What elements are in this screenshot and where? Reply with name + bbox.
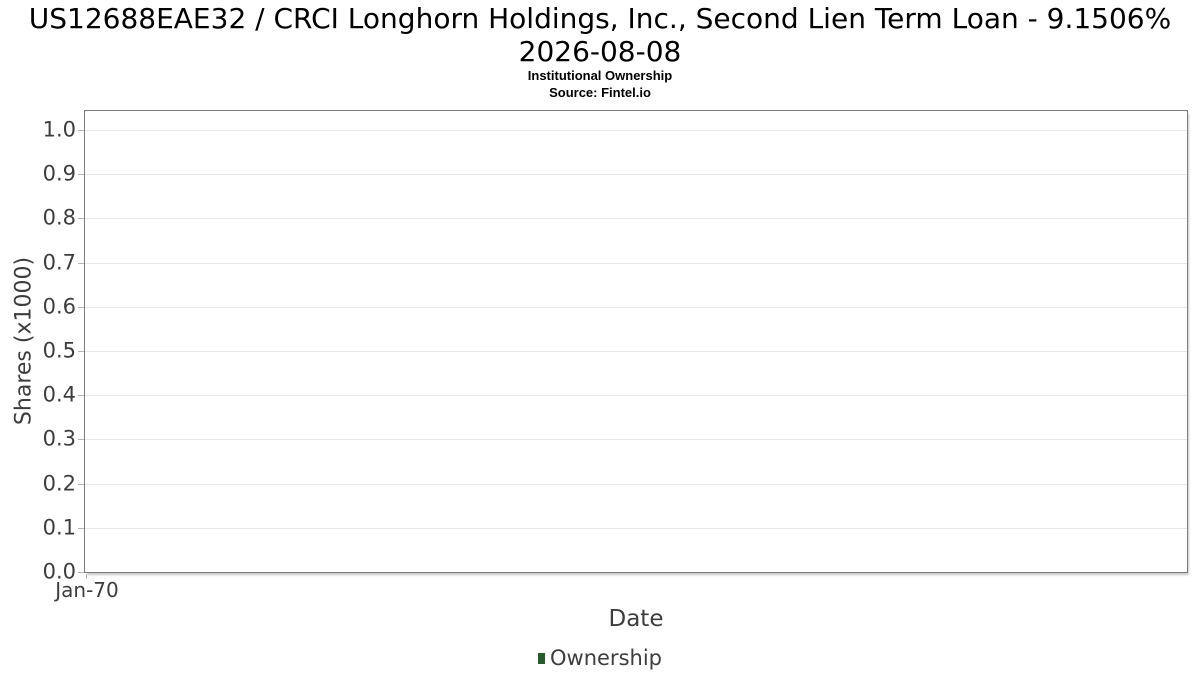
y-tick-mark xyxy=(78,395,84,397)
grid-line xyxy=(85,395,1187,397)
y-tick-mark xyxy=(78,174,84,176)
grid-line xyxy=(85,262,1187,264)
y-tick-mark xyxy=(78,527,84,529)
y-tick-label: 0.0 xyxy=(42,559,76,584)
chart-title: US12688EAE32 / CRCI Longhorn Holdings, I… xyxy=(0,2,1200,68)
grid-line xyxy=(85,306,1187,308)
y-tick-label: 0.1 xyxy=(42,515,76,540)
grid-line xyxy=(85,439,1187,441)
y-tick-mark xyxy=(78,262,84,264)
chart-title-line2: 2026-08-08 xyxy=(518,35,682,68)
grid-line xyxy=(85,527,1187,529)
y-tick-mark xyxy=(78,483,84,485)
chart-source-label: Source: Fintel.io xyxy=(549,85,651,100)
y-tick-mark xyxy=(78,218,84,220)
y-tick-label: 0.2 xyxy=(42,471,76,496)
grid-line xyxy=(85,174,1187,176)
chart-subtitle: Institutional Ownership xyxy=(527,68,673,83)
grid-line xyxy=(85,351,1187,352)
y-tick-label: 1.0 xyxy=(42,117,76,142)
x-tick-mark xyxy=(86,574,87,579)
y-tick-label: 0.9 xyxy=(42,161,76,186)
plot-area[interactable] xyxy=(84,110,1188,573)
legend-label-ownership: Ownership xyxy=(550,646,662,670)
legend-swatch-ownership xyxy=(538,652,545,664)
grid-line xyxy=(85,130,1187,131)
y-tick-label: 0.7 xyxy=(42,250,76,275)
y-tick-label: 0.4 xyxy=(42,382,76,407)
x-axis-title: Date xyxy=(608,606,664,632)
y-tick-label: 0.8 xyxy=(42,205,76,230)
grid-line xyxy=(85,218,1187,220)
grid-line xyxy=(85,483,1187,485)
y-tick-mark xyxy=(78,306,84,308)
y-tick-label: 0.6 xyxy=(42,294,76,319)
y-tick-mark xyxy=(78,439,84,441)
chart-title-line1: US12688EAE32 / CRCI Longhorn Holdings, I… xyxy=(28,2,1172,35)
legend: Ownership xyxy=(0,646,1200,670)
y-tick-mark xyxy=(78,572,84,573)
x-tick-label: Jan-70 xyxy=(55,578,119,602)
y-tick-label: 0.5 xyxy=(42,338,76,363)
y-tick-label: 0.3 xyxy=(42,426,76,451)
y-tick-mark xyxy=(78,351,84,352)
y-tick-mark xyxy=(78,130,84,131)
